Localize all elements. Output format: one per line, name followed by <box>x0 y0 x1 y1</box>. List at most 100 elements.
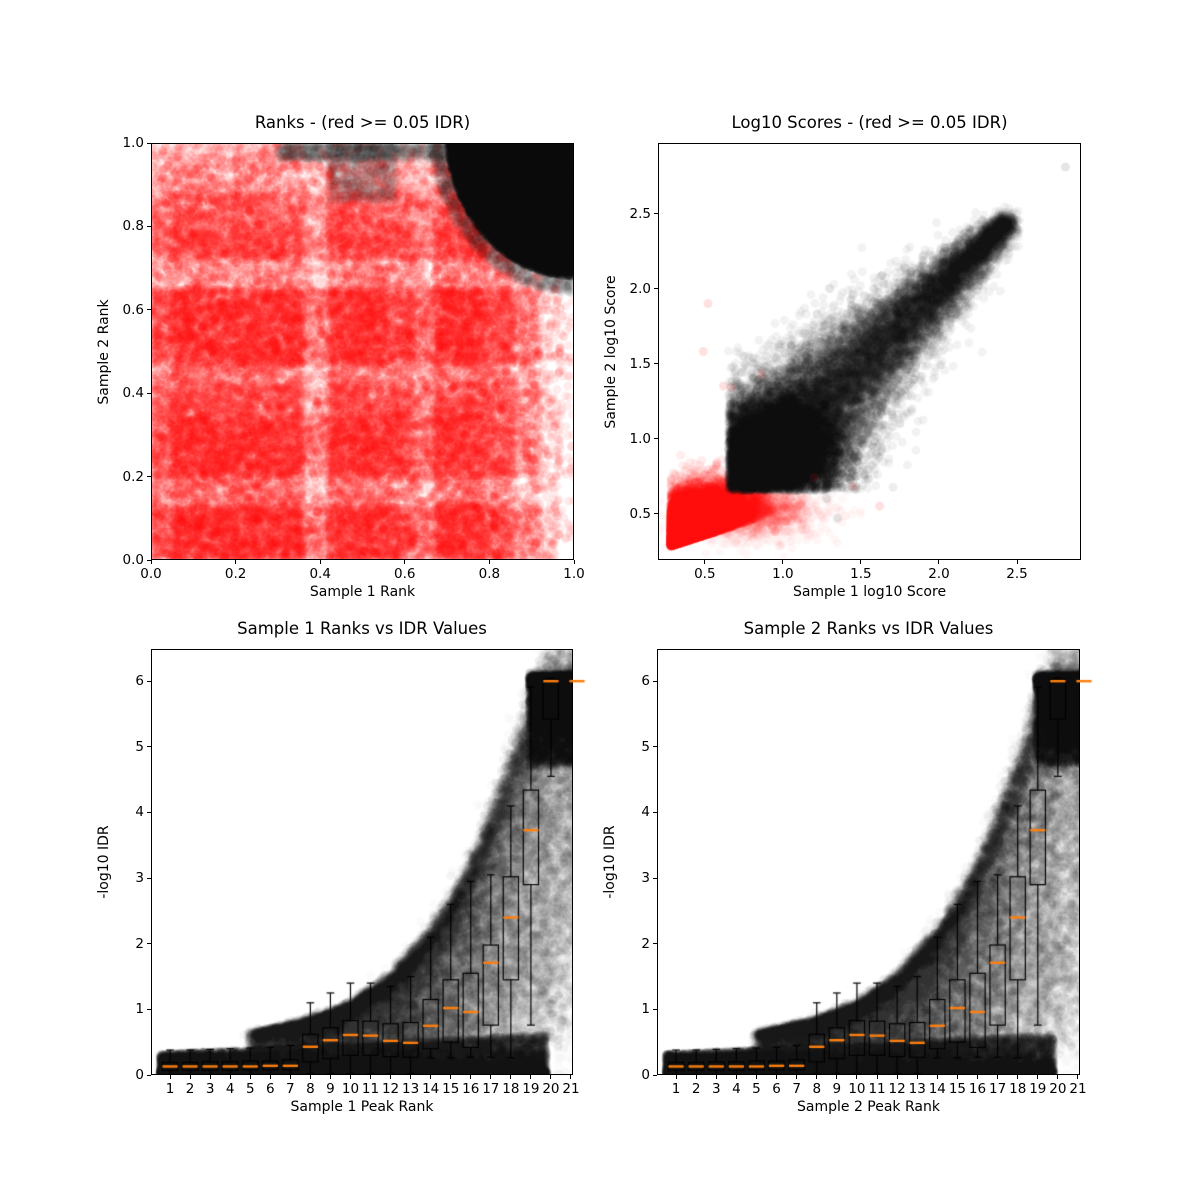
x-axis-label: Sample 1 Rank <box>309 584 416 600</box>
x-tick-label: 0.0 <box>140 566 162 582</box>
x-tick-mark <box>229 1075 231 1079</box>
x-tick-mark <box>860 560 862 564</box>
x-axis-label: Sample 1 Peak Rank <box>290 1099 434 1115</box>
x-tick-mark <box>510 1075 512 1079</box>
plot-title: Log10 Scores - (red >= 0.05 IDR) <box>731 113 1008 132</box>
y-tick-label: 0.8 <box>122 218 144 235</box>
y-tick-label: 1 <box>641 1001 650 1018</box>
ranks-scatter-canvas <box>151 143 574 560</box>
y-tick-label: 1.5 <box>629 355 651 372</box>
x-tick-label: 0.2 <box>224 566 247 582</box>
x-tick-mark <box>1057 1075 1059 1079</box>
y-axis-label: Sample 2 log10 Score <box>603 274 619 429</box>
y-tick-mark <box>147 746 151 748</box>
x-tick-mark <box>309 1075 311 1079</box>
y-tick-mark <box>653 746 657 748</box>
x-tick-label: 5 <box>245 1081 255 1097</box>
x-tick-label: 19 <box>522 1081 540 1097</box>
x-tick-mark <box>249 1075 251 1079</box>
x-tick-mark <box>550 1075 552 1079</box>
x-tick-label: 8 <box>306 1081 315 1097</box>
x-tick-label: 1.0 <box>772 566 794 582</box>
x-tick-label: 12 <box>888 1081 906 1097</box>
plot-area <box>658 143 1081 560</box>
y-tick-mark <box>654 288 658 289</box>
x-tick-label: 0.8 <box>478 566 501 582</box>
x-tick-label: 10 <box>848 1081 866 1097</box>
x-tick-label: 7 <box>286 1081 295 1097</box>
x-tick-mark <box>695 1075 697 1079</box>
x-tick-mark <box>289 1075 291 1079</box>
y-tick-label: 0.2 <box>122 468 144 485</box>
x-tick-label: 11 <box>868 1081 886 1097</box>
plot-title: Sample 1 Ranks vs IDR Values <box>237 619 487 638</box>
x-tick-label: 19 <box>1029 1081 1047 1097</box>
x-tick-mark <box>530 1075 532 1079</box>
x-tick-mark <box>704 560 706 564</box>
x-tick-mark <box>570 1075 572 1079</box>
x-tick-label: 10 <box>341 1081 360 1097</box>
x-tick-label: 7 <box>792 1081 801 1097</box>
x-tick-label: 16 <box>462 1081 480 1097</box>
y-tick-label: 6 <box>135 673 144 690</box>
y-tick-label: 3 <box>641 870 650 887</box>
x-tick-label: 21 <box>1069 1081 1087 1097</box>
y-tick-label: 2.0 <box>629 280 651 297</box>
y-tick-label: 1 <box>135 1001 144 1018</box>
x-tick-mark <box>876 1075 878 1079</box>
y-tick-mark <box>147 811 151 813</box>
x-tick-mark <box>1017 1075 1019 1079</box>
y-axis-label: Sample 2 Rank <box>96 298 112 405</box>
x-tick-label: 15 <box>442 1081 460 1097</box>
x-tick-mark <box>390 1075 392 1079</box>
x-tick-label: 14 <box>422 1081 440 1097</box>
x-tick-label: 20 <box>1049 1081 1067 1097</box>
y-tick-mark <box>653 943 657 945</box>
y-tick-label: 4 <box>135 804 144 821</box>
x-tick-mark <box>675 1075 677 1079</box>
y-axis-label: -log10 IDR <box>602 825 618 899</box>
y-tick-label: 1.0 <box>122 135 144 151</box>
x-tick-label: 12 <box>381 1081 400 1097</box>
y-tick-mark <box>147 559 151 561</box>
x-tick-label: 16 <box>968 1081 987 1097</box>
y-tick-label: 4 <box>641 804 650 821</box>
x-tick-mark <box>150 560 152 564</box>
x-tick-label: 11 <box>361 1081 380 1097</box>
y-axis-label: -log10 IDR <box>96 825 112 899</box>
y-tick-mark <box>147 392 151 394</box>
y-tick-mark <box>654 513 658 514</box>
x-tick-mark <box>715 1075 717 1079</box>
y-tick-label: 5 <box>135 738 144 755</box>
x-tick-label: 3 <box>205 1081 215 1097</box>
y-tick-label: 2.5 <box>629 205 651 222</box>
x-axis-label: Sample 1 log10 Score <box>792 584 947 600</box>
x-tick-label: 2.5 <box>1006 566 1028 582</box>
x-tick-label: 21 <box>562 1081 580 1097</box>
x-tick-mark <box>836 1075 838 1079</box>
x-tick-label: 13 <box>908 1081 926 1097</box>
x-tick-mark <box>209 1075 211 1079</box>
y-tick-mark <box>653 680 657 682</box>
x-tick-mark <box>916 1075 918 1079</box>
x-tick-label: 17 <box>989 1081 1007 1097</box>
x-tick-label: 13 <box>402 1081 420 1097</box>
x-tick-label: 18 <box>502 1081 520 1097</box>
x-tick-label: 4 <box>732 1081 741 1097</box>
y-tick-mark <box>147 877 151 879</box>
y-tick-mark <box>147 943 151 945</box>
y-tick-label: 0.4 <box>122 385 144 402</box>
x-tick-mark <box>856 1075 858 1079</box>
y-tick-label: 1.0 <box>629 430 651 447</box>
plot-title: Sample 2 Ranks vs IDR Values <box>743 619 994 638</box>
x-tick-mark <box>977 1075 978 1079</box>
y-tick-mark <box>653 811 657 813</box>
y-tick-label: 3 <box>135 870 144 887</box>
x-tick-mark <box>896 1075 898 1079</box>
x-tick-mark <box>796 1075 798 1079</box>
x-tick-mark <box>319 560 321 564</box>
x-tick-mark <box>782 560 784 564</box>
y-tick-label: 0 <box>641 1067 650 1083</box>
x-tick-mark <box>735 1075 737 1079</box>
x-tick-mark <box>1037 1075 1039 1079</box>
